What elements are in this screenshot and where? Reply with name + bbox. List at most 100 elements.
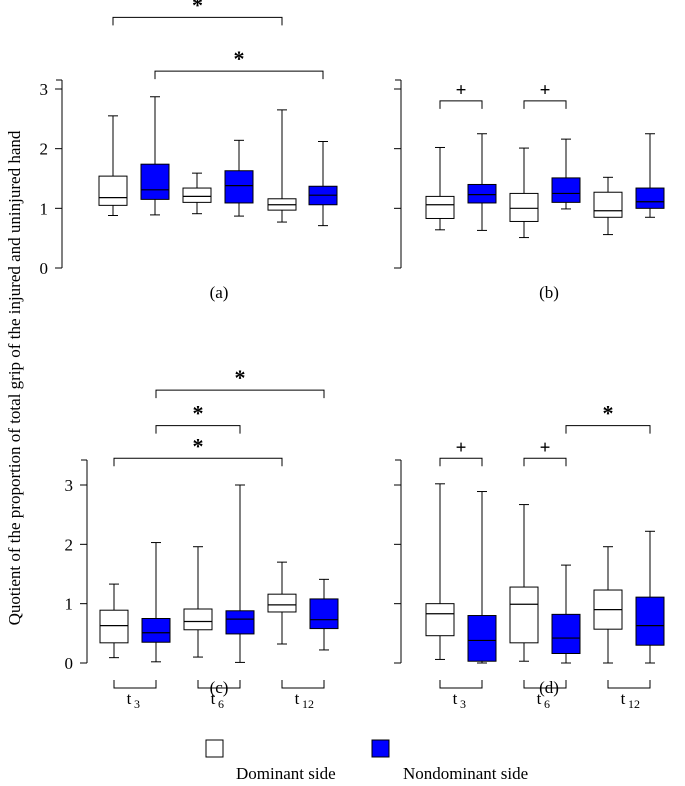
group-label-d-t12: t — [621, 689, 626, 708]
group-bracket-c-t6 — [197, 680, 241, 689]
iqr-box-c-3 — [183, 608, 213, 631]
box-a-5-dominant — [267, 109, 297, 223]
iqr-box-b-1 — [425, 195, 455, 219]
y-tick-label-c-0: 0 — [65, 654, 74, 673]
group-label-d-t3: t — [453, 689, 458, 708]
iqr-box-a-2 — [140, 163, 170, 200]
box-b-2-nondominant — [467, 133, 497, 231]
box-d-1-dominant — [425, 483, 455, 660]
group-label-sub-c-t3: 3 — [134, 697, 140, 711]
y-tick-label-a-1: 1 — [40, 199, 49, 218]
box-b-1-dominant — [425, 146, 455, 231]
group-labels: t 3 t 6 t 12 t 3 t 6 t 12 — [113, 680, 651, 711]
group-label-c-t3: t — [127, 689, 132, 708]
legend-label-nondominant: Nondominant side — [403, 764, 528, 783]
box-a-1-dominant — [98, 115, 128, 216]
bracket-label-c-2: * — [193, 401, 204, 426]
box-a-4-nondominant — [224, 139, 254, 217]
box-d-4-nondominant — [551, 564, 581, 664]
bracket-a-1 — [112, 16, 283, 26]
box-c-2-nondominant — [141, 542, 171, 663]
group-label-d-t6: t — [537, 689, 542, 708]
y-tick-label-c-1: 1 — [65, 595, 74, 614]
bracket-label-a-1: * — [192, 0, 203, 17]
box-c-4-nondominant — [225, 484, 255, 663]
iqr-box-b-3 — [509, 192, 539, 222]
iqr-box-a-4 — [224, 170, 254, 204]
iqr-box-c-4 — [225, 610, 255, 635]
bracket-d-1 — [439, 457, 483, 467]
group-bracket-c-t3 — [113, 680, 157, 689]
bracket-c-2 — [155, 425, 241, 434]
panel-a: 0 1 2 3 * * (a) — [40, 0, 338, 302]
box-a-2-nondominant — [140, 96, 170, 216]
group-label-sub-c-t12: 12 — [302, 697, 314, 711]
box-c-3-dominant — [183, 546, 213, 658]
iqr-box-d-1 — [425, 603, 455, 637]
box-b-3-dominant — [509, 147, 539, 239]
iqr-box-b-2 — [467, 183, 497, 204]
bracket-b-1 — [439, 100, 483, 109]
y-tick-label-c-2: 2 — [65, 535, 74, 554]
box-a-3-dominant — [182, 172, 212, 215]
box-b-5-dominant — [593, 176, 623, 236]
group-bracket-d-t6 — [523, 680, 567, 689]
box-b-6-nondominant — [635, 133, 665, 218]
bracket-a-2 — [154, 70, 324, 80]
bracket-label-a-2: * — [234, 46, 245, 71]
bracket-label-b-1: + — [456, 80, 467, 101]
bracket-label-d-2: + — [540, 437, 551, 458]
bracket-c-3 — [113, 457, 283, 467]
y-axis-title: Quotient of the proportion of total grip… — [5, 130, 24, 625]
group-label-sub-c-t6: 6 — [218, 697, 224, 711]
iqr-box-a-3 — [182, 187, 212, 203]
bracket-b-2 — [523, 100, 567, 109]
panel-d: + +*(d) — [394, 401, 665, 697]
iqr-box-b-4 — [551, 177, 581, 203]
group-bracket-d-t12 — [607, 680, 651, 689]
bracket-d-3 — [565, 425, 651, 434]
iqr-box-c-2 — [141, 618, 171, 643]
box-a-6-nondominant — [308, 141, 338, 227]
y-tick-label-a-2: 2 — [40, 140, 49, 159]
group-label-sub-d-t6: 6 — [544, 697, 550, 711]
y-tick-label-c-3: 3 — [65, 476, 74, 495]
iqr-box-d-6 — [635, 596, 665, 646]
iqr-box-c-1 — [99, 609, 129, 644]
legend-label-dominant: Dominant side — [236, 764, 336, 783]
y-tick-label-a-3: 3 — [40, 80, 49, 99]
group-label-sub-d-t12: 12 — [628, 697, 640, 711]
bracket-label-d-1: + — [456, 437, 467, 458]
iqr-box-c-5 — [267, 593, 297, 613]
box-d-6-nondominant — [635, 530, 665, 664]
iqr-box-d-3 — [509, 586, 539, 644]
group-label-c-t12: t — [295, 689, 300, 708]
panel-b: + + (b) — [394, 79, 665, 302]
panel-caption-b: (b) — [539, 283, 559, 302]
box-c-6-nondominant — [309, 578, 339, 651]
legend-swatch-dominant — [205, 739, 224, 758]
box-c-1-dominant — [99, 583, 129, 659]
group-bracket-c-t12 — [281, 680, 325, 689]
group-bracket-d-t3 — [439, 680, 483, 689]
bracket-label-c-1: * — [235, 365, 246, 390]
bracket-label-b-2: + — [540, 80, 551, 101]
bracket-label-d-3: * — [603, 401, 614, 426]
iqr-box-c-6 — [309, 598, 339, 630]
panel-caption-a: (a) — [210, 283, 229, 302]
iqr-box-d-2 — [467, 615, 497, 662]
box-c-5-dominant — [267, 561, 297, 645]
legend: Dominant side Nondominant side — [205, 739, 528, 783]
legend-swatch-nondominant — [371, 739, 390, 758]
iqr-box-b-5 — [593, 191, 623, 218]
group-label-c-t6: t — [211, 689, 216, 708]
group-label-sub-d-t3: 3 — [460, 697, 466, 711]
box-d-5-dominant — [593, 546, 623, 664]
y-tick-label-a-0: 0 — [40, 259, 49, 278]
box-d-2-nondominant — [467, 491, 497, 664]
bracket-label-c-3: * — [193, 433, 204, 458]
box-b-4-nondominant — [551, 138, 581, 210]
